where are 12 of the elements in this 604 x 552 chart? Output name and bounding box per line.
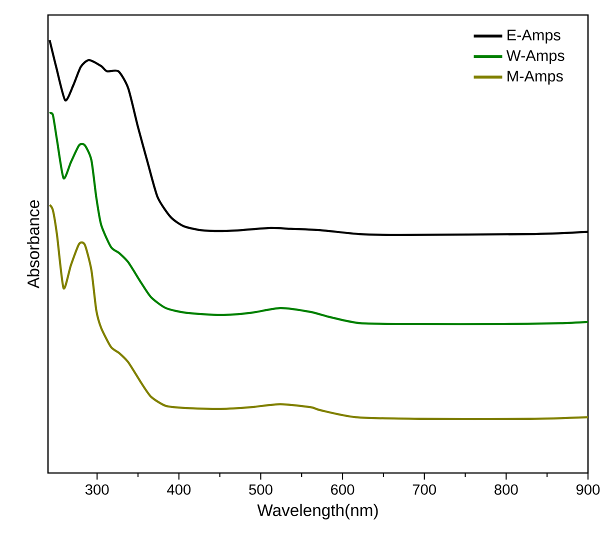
- x-tick-label: 300: [85, 484, 109, 495]
- legend-label: E-Amps: [508, 30, 560, 44]
- x-axis-title: Wavelength(nm): [257, 504, 378, 520]
- legend-label: W-Amps: [506, 50, 564, 64]
- x-tick-label: 600: [331, 484, 354, 495]
- x-tick-label: 400: [167, 484, 191, 495]
- legend-label: M-Amps: [508, 70, 563, 85]
- x-tick-label: 500: [249, 484, 272, 495]
- x-tick-label: 700: [412, 484, 436, 495]
- x-tick-label: 900: [576, 484, 600, 495]
- y-axis-title: Absorbance: [27, 200, 40, 288]
- x-tick-label: 800: [494, 484, 518, 495]
